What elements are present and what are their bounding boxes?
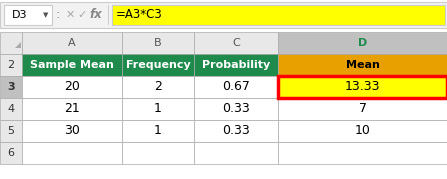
Text: 0.33: 0.33 — [222, 103, 250, 115]
Bar — [0, 120, 22, 142]
Bar — [0, 142, 22, 164]
Bar — [108, 5, 109, 25]
Text: Mean: Mean — [346, 60, 380, 70]
Bar — [0, 32, 22, 54]
Text: B: B — [154, 38, 162, 48]
Bar — [122, 76, 194, 98]
Bar — [122, 32, 194, 54]
Text: 0.33: 0.33 — [222, 125, 250, 137]
Bar — [22, 32, 122, 54]
Bar — [22, 98, 122, 120]
Text: fx: fx — [90, 8, 102, 21]
Bar — [22, 142, 122, 164]
Bar — [194, 32, 278, 54]
Text: 20: 20 — [64, 81, 80, 93]
Text: 13.33: 13.33 — [345, 81, 380, 93]
Bar — [278, 120, 447, 142]
Text: C: C — [232, 38, 240, 48]
Bar — [278, 142, 447, 164]
Text: 10: 10 — [354, 125, 371, 137]
Text: :: : — [56, 8, 60, 21]
Bar — [22, 120, 122, 142]
Bar — [0, 2, 447, 28]
Bar — [22, 76, 122, 98]
Bar — [0, 76, 22, 98]
Bar — [122, 98, 194, 120]
Bar — [0, 98, 22, 120]
Text: 1: 1 — [154, 125, 162, 137]
Text: 3: 3 — [7, 82, 15, 92]
Text: =A3*C3: =A3*C3 — [116, 8, 163, 21]
Bar — [278, 32, 447, 54]
Bar — [0, 54, 22, 76]
Text: 30: 30 — [64, 125, 80, 137]
Bar — [22, 54, 122, 76]
Text: 0.67: 0.67 — [222, 81, 250, 93]
Bar — [194, 142, 278, 164]
Bar — [278, 98, 447, 120]
Polygon shape — [15, 42, 21, 48]
Bar — [122, 142, 194, 164]
Bar — [194, 120, 278, 142]
Bar — [122, 120, 194, 142]
Text: D: D — [358, 38, 367, 48]
Text: ▼: ▼ — [43, 12, 49, 18]
Text: ✓: ✓ — [77, 10, 87, 20]
Bar — [4, 5, 52, 25]
Text: 5: 5 — [8, 126, 14, 136]
Text: 7: 7 — [358, 103, 367, 115]
Text: 2: 2 — [154, 81, 162, 93]
Text: Frequency: Frequency — [126, 60, 190, 70]
Text: D3: D3 — [12, 10, 28, 20]
Bar — [194, 54, 278, 76]
Bar — [194, 98, 278, 120]
Text: 2: 2 — [8, 60, 15, 70]
Text: A: A — [68, 38, 76, 48]
Text: 6: 6 — [8, 148, 14, 158]
Bar — [278, 76, 447, 98]
Text: ✕: ✕ — [65, 10, 75, 20]
Text: 4: 4 — [8, 104, 15, 114]
Bar — [122, 54, 194, 76]
Bar — [278, 54, 447, 76]
Text: Probability: Probability — [202, 60, 270, 70]
Text: 1: 1 — [154, 103, 162, 115]
Text: Sample Mean: Sample Mean — [30, 60, 114, 70]
Text: 21: 21 — [64, 103, 80, 115]
Bar — [112, 5, 445, 25]
Bar — [194, 76, 278, 98]
